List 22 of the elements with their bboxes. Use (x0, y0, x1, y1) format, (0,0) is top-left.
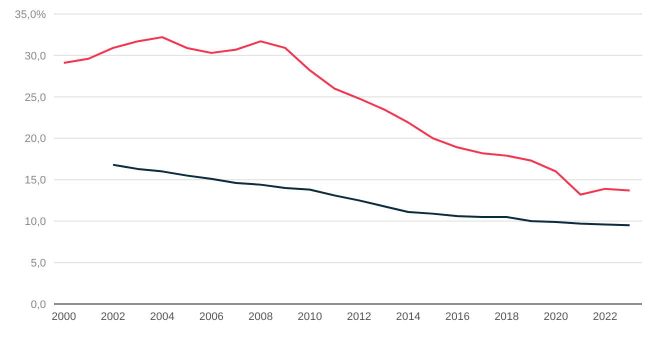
y-tick-label: 30,0 (24, 50, 46, 62)
y-tick-label: 5,0 (30, 257, 46, 270)
y-tick-label: 0,0 (30, 298, 46, 311)
y-tick-label: 25,0 (24, 92, 46, 104)
y-tick-label: 10,0 (24, 216, 46, 228)
line-series (62, 36, 631, 196)
x-tick-label: 2022 (592, 310, 618, 323)
x-tick-label: 2014 (396, 310, 421, 323)
x-tick-label: 2012 (346, 310, 372, 323)
y-tick-label: 35,0% (14, 8, 46, 21)
x-tick-label: 2016 (445, 310, 470, 323)
x-tick-label: 2018 (494, 310, 519, 323)
line-series (112, 164, 631, 226)
x-tick-label: 2000 (52, 310, 76, 323)
x-tick-label: 2010 (298, 310, 322, 323)
x-tick-label: 2004 (150, 310, 174, 323)
x-tick-label: 2020 (544, 310, 568, 323)
y-tick-label: 15,0 (24, 174, 46, 187)
x-tick-label: 2008 (248, 310, 273, 323)
x-tick-label: 2002 (100, 310, 126, 323)
x-tick-label: 2006 (199, 310, 224, 323)
y-tick-label: 20,0 (24, 133, 46, 146)
